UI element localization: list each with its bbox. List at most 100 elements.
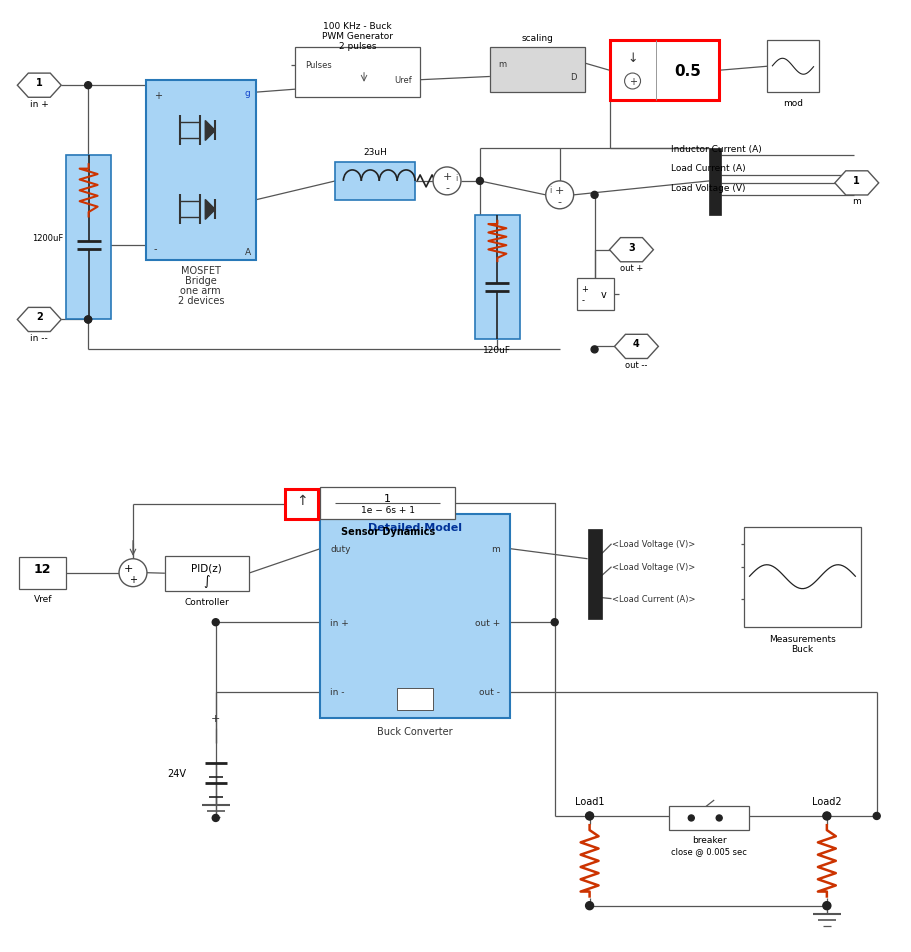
Bar xyxy=(335,163,415,201)
Text: Load Current (A): Load Current (A) xyxy=(670,165,745,173)
Text: 1: 1 xyxy=(853,176,859,186)
Bar xyxy=(709,149,721,215)
Text: breaker: breaker xyxy=(691,836,726,844)
Text: Pulses: Pulses xyxy=(305,61,332,70)
Text: 100 KHz - Buck: 100 KHz - Buck xyxy=(323,22,392,30)
Text: ↓: ↓ xyxy=(627,51,637,65)
Bar xyxy=(146,81,255,261)
Text: 2 devices: 2 devices xyxy=(178,295,224,306)
Circle shape xyxy=(823,902,829,909)
Text: 12: 12 xyxy=(34,563,51,576)
Text: ∫: ∫ xyxy=(203,575,210,587)
Text: Vref: Vref xyxy=(34,594,52,604)
Text: 120uF: 120uF xyxy=(483,346,511,354)
Bar xyxy=(165,556,249,591)
Text: 2: 2 xyxy=(36,312,43,322)
Text: PWM Generator: PWM Generator xyxy=(322,31,393,41)
Text: out +: out + xyxy=(474,618,499,627)
Circle shape xyxy=(585,902,593,910)
Circle shape xyxy=(586,813,592,820)
Text: i: i xyxy=(455,174,457,183)
Text: Bridge: Bridge xyxy=(185,275,217,286)
Text: +: + xyxy=(128,574,137,585)
Text: Sensor Dynamics: Sensor Dynamics xyxy=(340,526,435,536)
Text: -: - xyxy=(154,244,158,253)
Text: 1: 1 xyxy=(384,494,391,504)
Polygon shape xyxy=(834,171,877,196)
Bar xyxy=(397,688,433,710)
Text: +: + xyxy=(154,91,162,101)
Text: m: m xyxy=(497,59,506,69)
Circle shape xyxy=(822,902,830,910)
Circle shape xyxy=(85,83,91,89)
Text: Inductor Current (A): Inductor Current (A) xyxy=(670,145,762,153)
Text: Load1: Load1 xyxy=(574,796,604,806)
Text: Measurements: Measurements xyxy=(768,634,834,644)
Text: 2 pulses: 2 pulses xyxy=(339,42,376,50)
Bar xyxy=(587,529,601,619)
Text: in +: in + xyxy=(330,618,349,627)
Circle shape xyxy=(433,168,460,196)
Polygon shape xyxy=(205,121,215,141)
Text: in -: in - xyxy=(330,687,344,697)
Text: 1e − 6s + 1: 1e − 6s + 1 xyxy=(361,506,415,515)
Text: +: + xyxy=(628,77,636,87)
Bar xyxy=(766,41,818,93)
Circle shape xyxy=(624,74,640,89)
Bar xyxy=(609,41,719,101)
Bar xyxy=(576,278,613,310)
Text: +: + xyxy=(555,186,564,196)
Polygon shape xyxy=(205,200,215,220)
Text: ↑: ↑ xyxy=(295,494,307,507)
Text: out -: out - xyxy=(478,687,499,697)
Text: MOSFET: MOSFET xyxy=(180,266,220,275)
Circle shape xyxy=(590,192,598,199)
Circle shape xyxy=(85,317,91,324)
Bar xyxy=(67,156,111,320)
Text: -: - xyxy=(557,197,561,207)
Text: A: A xyxy=(244,248,251,257)
Circle shape xyxy=(715,815,722,821)
Circle shape xyxy=(476,178,483,186)
Text: <Load Voltage (V)>: <Load Voltage (V)> xyxy=(611,540,694,548)
Text: Load2: Load2 xyxy=(811,796,841,806)
Circle shape xyxy=(85,317,91,324)
Text: out --: out -- xyxy=(625,361,647,369)
Circle shape xyxy=(822,812,830,820)
Circle shape xyxy=(823,813,829,820)
Bar xyxy=(284,489,318,520)
Bar xyxy=(743,527,860,626)
Circle shape xyxy=(119,559,147,587)
Circle shape xyxy=(550,619,558,626)
Text: Buck Converter: Buck Converter xyxy=(377,726,453,737)
Circle shape xyxy=(872,813,879,820)
Circle shape xyxy=(688,815,693,821)
Text: -: - xyxy=(581,296,584,305)
Text: 23uH: 23uH xyxy=(363,149,387,157)
Bar xyxy=(475,215,519,340)
Text: +: + xyxy=(442,171,451,182)
Text: Load Voltage (V): Load Voltage (V) xyxy=(670,184,745,193)
Text: 0.5: 0.5 xyxy=(673,64,700,79)
Text: <Load Current (A)>: <Load Current (A)> xyxy=(611,594,694,604)
Text: +: + xyxy=(210,713,220,724)
Bar xyxy=(295,49,420,98)
Text: i: i xyxy=(548,187,551,195)
Polygon shape xyxy=(614,335,658,359)
Text: 24V: 24V xyxy=(167,768,186,779)
Text: m: m xyxy=(852,197,860,207)
Text: 1200uF: 1200uF xyxy=(32,233,63,243)
Text: 3: 3 xyxy=(628,243,634,252)
Text: -: - xyxy=(445,183,448,192)
Text: out +: out + xyxy=(619,264,642,273)
Circle shape xyxy=(545,182,573,209)
Text: in +: in + xyxy=(30,100,48,109)
Text: Uref: Uref xyxy=(394,76,412,85)
Text: +: + xyxy=(123,564,132,573)
Text: v: v xyxy=(599,289,606,299)
Circle shape xyxy=(586,813,592,820)
Bar xyxy=(489,49,584,93)
Text: D: D xyxy=(569,73,576,82)
Bar xyxy=(320,487,455,520)
Text: m: m xyxy=(491,545,499,553)
